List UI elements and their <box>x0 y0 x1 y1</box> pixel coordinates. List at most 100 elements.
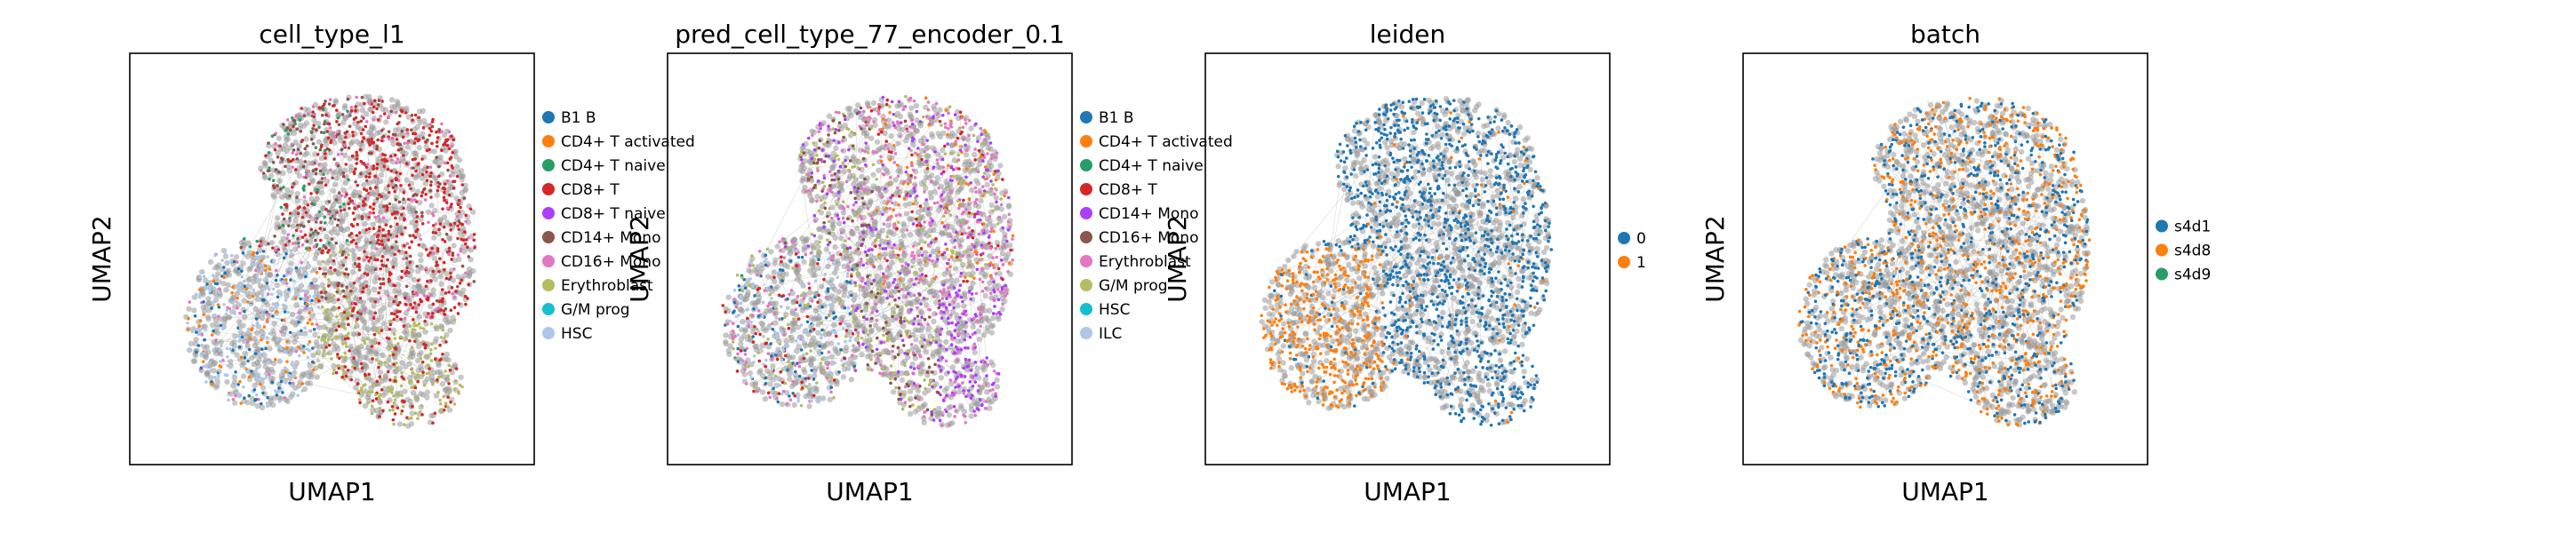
data-point <box>297 320 300 324</box>
data-point <box>411 173 414 178</box>
data-point <box>356 153 359 157</box>
graph-edge-fill <box>853 226 860 232</box>
data-point <box>392 422 396 426</box>
data-point <box>332 368 336 372</box>
data-point <box>282 185 285 189</box>
data-point <box>309 138 314 141</box>
data-point <box>380 195 383 198</box>
graph-edge-fill <box>943 338 949 346</box>
graph-edge-fill <box>300 123 308 129</box>
graph-edge-fill <box>813 239 820 246</box>
data-point <box>299 297 302 301</box>
data-point <box>455 284 460 289</box>
graph-edge <box>274 185 400 294</box>
data-point <box>404 257 409 260</box>
data-point <box>372 332 377 337</box>
data-point <box>357 332 362 337</box>
graph-edge-fill <box>884 266 891 273</box>
data-point <box>459 247 463 251</box>
data-point <box>452 387 457 391</box>
data-point <box>310 360 315 364</box>
graph-edge-fill <box>406 361 412 367</box>
data-point <box>464 271 468 274</box>
graph-edge-fill <box>778 261 785 267</box>
data-point <box>430 141 434 146</box>
graph-edge <box>388 270 444 369</box>
data-point <box>262 325 267 329</box>
legend-label: CD16+ Mono <box>561 253 660 271</box>
data-point <box>344 267 348 271</box>
graph-edge-fill <box>940 147 946 154</box>
data-point <box>420 211 424 215</box>
graph-edge-fill <box>231 378 238 386</box>
data-point <box>322 336 326 340</box>
graph-edge-fill <box>221 319 228 325</box>
data-point <box>268 267 272 271</box>
graph-edge-fill <box>422 329 428 336</box>
graph-edge-fill <box>432 275 438 282</box>
data-point <box>312 245 316 249</box>
graph-edge-fill <box>470 209 476 215</box>
graph-edge-fill <box>388 104 396 110</box>
graph-edge-fill <box>409 410 415 417</box>
data-point <box>354 105 357 108</box>
graph-edge-fill <box>431 255 437 261</box>
data-point <box>283 330 287 334</box>
graph-edge-fill <box>418 251 424 258</box>
data-point <box>355 95 358 99</box>
data-point <box>398 171 403 176</box>
graph-edge-fill <box>370 178 377 185</box>
data-point <box>384 223 388 227</box>
data-point <box>267 169 271 172</box>
graph-edge-fill <box>860 323 867 330</box>
graph-edge-fill <box>403 252 410 259</box>
graph-edge-fill <box>913 344 919 350</box>
data-point <box>243 396 246 400</box>
graph-edge-fill <box>364 240 371 246</box>
data-point <box>345 313 348 316</box>
graph-edge-fill <box>437 274 444 280</box>
data-point <box>292 347 297 351</box>
data-point <box>380 255 385 259</box>
graph-edge-fill <box>326 267 332 274</box>
graph-edge-fill <box>771 269 778 275</box>
scatter-area <box>721 94 1015 428</box>
graph-edge-fill <box>973 257 980 263</box>
graph-edge-fill <box>441 132 448 139</box>
graph-edge-fill <box>301 152 308 158</box>
data-point <box>375 162 380 166</box>
data-point <box>288 330 292 335</box>
graph-edge-fill <box>331 251 337 258</box>
data-point <box>417 243 421 247</box>
data-point <box>274 304 278 307</box>
graph-edge-fill <box>852 292 859 298</box>
data-point <box>411 370 414 375</box>
graph-edge-fill <box>987 218 993 224</box>
data-point <box>453 379 458 383</box>
graph-edge-fill <box>791 402 797 409</box>
graph-edge-fill <box>454 163 460 170</box>
data-point <box>261 377 266 381</box>
data-point <box>327 115 331 118</box>
graph-edge-fill <box>314 374 320 380</box>
data-point <box>252 288 256 292</box>
data-point <box>267 287 271 291</box>
legend-label: CD14+ Mono <box>561 229 660 247</box>
graph-edge-fill <box>267 271 274 278</box>
graph-edge <box>284 306 287 352</box>
data-point <box>428 183 433 187</box>
data-point <box>441 352 444 356</box>
data-point <box>467 282 471 287</box>
data-point <box>335 120 339 123</box>
data-point <box>348 349 351 353</box>
graph-edge-fill <box>380 166 386 173</box>
data-point <box>445 143 450 147</box>
graph-edge-fill <box>831 270 838 276</box>
data-point <box>306 260 310 265</box>
graph-edge-fill <box>326 257 332 263</box>
data-point <box>277 226 282 230</box>
graph-edge-fill <box>288 260 294 266</box>
graph-edge-fill <box>396 126 403 132</box>
data-point <box>312 203 316 206</box>
graph-edge-fill <box>833 145 839 152</box>
